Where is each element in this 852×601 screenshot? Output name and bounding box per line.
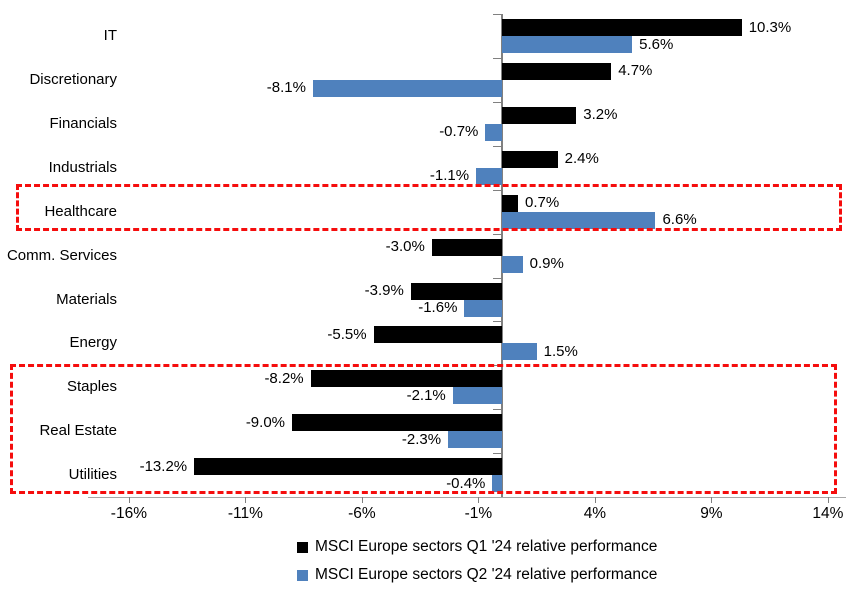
x-tick-label: -1%: [464, 505, 493, 522]
chart-legend: MSCI Europe sectors Q1 '24 relative perf…: [297, 538, 658, 595]
x-axis-tick: [827, 497, 829, 503]
bar-value-label: -3.9%: [364, 282, 404, 300]
q2-bar: [452, 387, 502, 405]
bar-value-label: -0.4%: [446, 474, 486, 492]
q2-bar: [485, 123, 502, 141]
x-tick-label: 9%: [700, 505, 723, 522]
q2-bar: [448, 431, 502, 449]
q1-series-swatch-icon: [297, 541, 308, 553]
category-axis-tick: [492, 14, 502, 15]
legend-item-q1: MSCI Europe sectors Q1 '24 relative perf…: [297, 538, 658, 555]
category-label: Staples: [66, 378, 117, 396]
x-tick-label: 4%: [583, 505, 607, 522]
x-axis-tick: [711, 497, 713, 503]
q1-bar: [501, 150, 558, 168]
legend-item-q2: MSCI Europe sectors Q2 '24 relative perf…: [297, 566, 658, 583]
q2-series-swatch-icon: [297, 569, 308, 581]
q1-bar: [410, 282, 502, 300]
bar-value-label: -2.1%: [406, 386, 446, 404]
bar-value-label: -9.0%: [245, 413, 285, 431]
q1-bar: [194, 458, 502, 476]
bar-value-label: -1.1%: [429, 167, 470, 185]
bar-value-label: -8.2%: [264, 369, 304, 387]
x-axis-tick: [128, 497, 130, 503]
q2-bar: [464, 299, 502, 317]
q2-bar: [501, 36, 633, 53]
bar-value-label: 4.7%: [618, 62, 653, 80]
q1-bar: [501, 19, 742, 36]
category-label: Comm. Services: [6, 246, 117, 264]
bar-value-label: -2.3%: [401, 430, 442, 448]
value-zero-axis-line: [500, 14, 503, 497]
category-label: Financials: [49, 114, 117, 132]
q2-bar: [492, 475, 502, 493]
bar-value-label: 6.6%: [662, 211, 697, 229]
q1-bar: [310, 370, 502, 388]
category-axis-tick: [492, 145, 502, 147]
x-axis-tick: [478, 497, 480, 503]
x-axis-tick: [594, 497, 596, 503]
x-axis-line: [88, 497, 846, 498]
x-axis-tick: [245, 497, 247, 503]
q1-bar: [292, 414, 502, 432]
bar-value-label: -13.2%: [139, 457, 188, 475]
bar-value-label: 2.4%: [564, 150, 599, 168]
category-label: Industrials: [48, 158, 117, 176]
bar-value-label: 10.3%: [748, 18, 792, 36]
highlight-rect-healthcare: [16, 184, 842, 231]
category-label: Energy: [69, 334, 117, 352]
x-tick-label: -16%: [110, 505, 147, 522]
bar-value-label: 5.6%: [639, 35, 674, 53]
bar-value-label: 0.9%: [529, 255, 564, 273]
category-axis-tick: [492, 321, 502, 323]
category-label: Healthcare: [44, 202, 117, 220]
bar-value-label: -8.1%: [266, 79, 306, 97]
q1-bar: [501, 62, 612, 80]
bar-value-label: -0.7%: [439, 123, 479, 141]
category-label: Discretionary: [29, 70, 117, 88]
category-axis-tick: [492, 233, 502, 235]
category-label: IT: [103, 27, 117, 44]
x-tick-label: -6%: [348, 505, 376, 522]
category-label: Utilities: [68, 466, 117, 484]
category-axis-tick: [492, 189, 502, 191]
category-label: Materials: [56, 290, 117, 308]
bar-value-label: 0.7%: [525, 194, 560, 212]
x-tick-label: -11%: [227, 505, 263, 522]
q1-bar: [431, 238, 502, 256]
category-axis-tick: [492, 57, 502, 59]
q2-bar: [312, 79, 502, 97]
q2-bar: [476, 167, 502, 185]
bar-value-label: -5.5%: [327, 325, 367, 343]
x-axis-tick: [361, 497, 363, 503]
bar-value-label: 1.5%: [543, 342, 578, 360]
bar-value-label: -3.0%: [385, 238, 425, 256]
category-axis-tick: [492, 453, 502, 455]
category-axis-tick: [492, 409, 502, 411]
x-tick-label: 14%: [812, 505, 844, 522]
category-axis-tick: [492, 365, 502, 367]
bar-value-label: 3.2%: [583, 106, 618, 124]
category-axis-tick: [492, 101, 502, 103]
category-axis-tick: [492, 277, 502, 279]
q1-series-label: MSCI Europe sectors Q1 '24 relative perf…: [315, 538, 658, 555]
q1-bar: [501, 194, 518, 212]
category-label: Real Estate: [39, 422, 117, 440]
bar-value-label: -1.6%: [418, 299, 458, 317]
q2-bar: [501, 255, 523, 273]
q2-series-label: MSCI Europe sectors Q2 '24 relative perf…: [315, 566, 658, 583]
q1-bar: [501, 106, 577, 124]
q2-bar: [501, 343, 537, 361]
q1-bar: [373, 326, 502, 344]
q2-bar: [501, 211, 656, 229]
